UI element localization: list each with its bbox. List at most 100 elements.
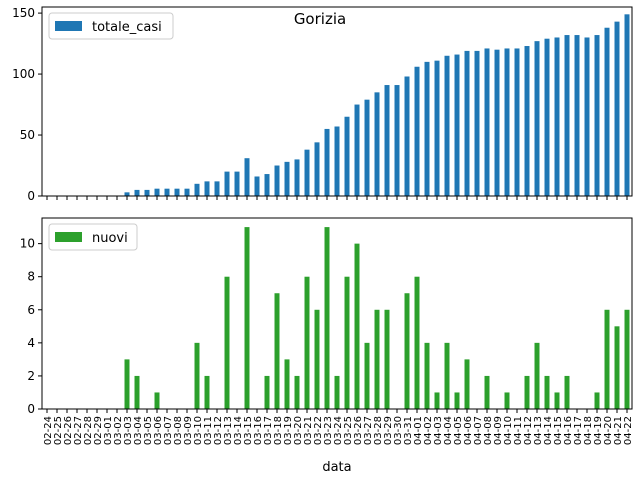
x-tick-label-03-02: 03-02 xyxy=(113,416,124,445)
bar-nuovi-03-18 xyxy=(274,293,280,409)
bar-totale_casi-04-11 xyxy=(514,48,520,197)
x-tick-label-02-29: 02-29 xyxy=(93,416,104,445)
bar-nuovi-03-10 xyxy=(194,342,200,409)
bar-totale_casi-03-16 xyxy=(254,176,260,196)
y-tick-label-8: 8 xyxy=(27,270,35,284)
bar-totale_casi-03-24 xyxy=(334,126,340,196)
bar-totale_casi-04-16 xyxy=(564,35,570,196)
bar-nuovi-03-21 xyxy=(304,276,310,409)
bar-totale_casi-03-29 xyxy=(384,85,390,196)
legend-label-nuovi: nuovi xyxy=(92,231,128,246)
x-tick-label-03-30: 03-30 xyxy=(393,416,404,445)
legend-box-1 xyxy=(48,223,138,251)
bar-totale_casi-03-19 xyxy=(284,161,290,196)
bar-nuovi-03-28 xyxy=(374,309,380,409)
bar-nuovi-03-03 xyxy=(124,359,130,409)
bar-totale_casi-03-26 xyxy=(354,104,360,196)
bar-nuovi-03-29 xyxy=(384,309,390,409)
bar-totale_casi-04-05 xyxy=(454,54,460,196)
x-tick-label-03-05: 03-05 xyxy=(143,416,154,445)
bar-totale_casi-03-31 xyxy=(404,76,410,196)
y-tick-label-6: 6 xyxy=(27,303,35,317)
x-tick-label-03-17: 03-17 xyxy=(263,416,274,445)
bar-nuovi-03-23 xyxy=(324,227,330,409)
bar-totale_casi-04-18 xyxy=(584,37,590,197)
bar-nuovi-04-05 xyxy=(454,392,460,409)
x-tick-label-04-02: 04-02 xyxy=(423,416,434,445)
bar-totale_casi-03-22 xyxy=(314,142,320,196)
y-tick-label-50: 50 xyxy=(20,128,35,142)
bar-nuovi-04-02 xyxy=(424,342,430,409)
bar-totale_casi-04-03 xyxy=(434,60,440,197)
bar-totale_casi-04-01 xyxy=(414,66,420,196)
x-tick-label-04-06: 04-06 xyxy=(463,416,474,445)
bar-totale_casi-03-03 xyxy=(124,192,130,196)
bar-nuovi-04-21 xyxy=(614,326,620,409)
bar-totale_casi-03-15 xyxy=(244,158,250,196)
bar-totale_casi-04-13 xyxy=(534,41,540,196)
chart-title: Gorizia xyxy=(294,10,346,28)
x-tick-label-03-20: 03-20 xyxy=(293,416,304,445)
bar-nuovi-04-16 xyxy=(564,375,570,409)
bar-totale_casi-04-22 xyxy=(624,14,630,196)
x-tick-label-02-24: 02-24 xyxy=(43,416,54,445)
x-tick-label-03-24: 03-24 xyxy=(333,416,344,445)
x-tick-label-03-09: 03-09 xyxy=(183,416,194,445)
x-tick-label-04-19: 04-19 xyxy=(593,416,604,445)
bar-totale_casi-03-09 xyxy=(184,188,190,196)
bar-nuovi-03-24 xyxy=(334,375,340,409)
y-tick-label-10: 10 xyxy=(20,237,35,251)
bar-totale_casi-03-12 xyxy=(214,181,220,196)
x-tick-label-04-22: 04-22 xyxy=(623,416,634,445)
bar-nuovi-03-20 xyxy=(294,375,300,409)
x-tick-label-03-06: 03-06 xyxy=(153,416,164,445)
x-tick-label-03-31: 03-31 xyxy=(403,416,414,445)
x-tick-label-04-01: 04-01 xyxy=(413,416,424,445)
x-tick-label-03-10: 03-10 xyxy=(193,416,204,445)
x-tick-label-04-15: 04-15 xyxy=(553,416,564,445)
x-tick-label-03-03: 03-03 xyxy=(123,416,134,445)
x-tick-label-04-12: 04-12 xyxy=(523,416,534,445)
x-tick-label-03-28: 03-28 xyxy=(373,416,384,445)
y-tick-label-150: 150 xyxy=(12,6,35,20)
x-tick-label-04-07: 04-07 xyxy=(473,416,484,445)
bar-nuovi-04-20 xyxy=(604,309,610,409)
bar-nuovi-04-03 xyxy=(434,392,440,409)
bar-nuovi-04-04 xyxy=(444,342,450,409)
x-tick-label-03-21: 03-21 xyxy=(303,416,314,445)
bar-totale_casi-04-09 xyxy=(494,49,500,197)
bar-totale_casi-03-06 xyxy=(154,188,160,196)
bar-nuovi-04-22 xyxy=(624,309,630,409)
x-tick-label-04-11: 04-11 xyxy=(513,416,524,445)
bar-nuovi-04-19 xyxy=(594,392,600,409)
x-tick-label-03-14: 03-14 xyxy=(233,416,244,445)
x-tick-label-03-08: 03-08 xyxy=(173,416,184,445)
x-tick-label-03-25: 03-25 xyxy=(343,416,354,445)
x-tick-label-03-22: 03-22 xyxy=(313,416,324,445)
x-tick-label-04-04: 04-04 xyxy=(443,416,454,445)
bar-totale_casi-04-04 xyxy=(444,55,450,196)
x-tick-label-03-27: 03-27 xyxy=(363,416,374,445)
bar-totale_casi-03-17 xyxy=(264,174,270,196)
x-tick-label-03-04: 03-04 xyxy=(133,416,144,445)
bar-totale_casi-03-04 xyxy=(134,189,140,196)
x-tick-label-03-29: 03-29 xyxy=(383,416,394,445)
legend-label-totale_casi: totale_casi xyxy=(92,20,162,35)
x-tick-label-03-23: 03-23 xyxy=(323,416,334,445)
bar-totale_casi-03-10 xyxy=(194,183,200,196)
x-tick-label-03-07: 03-07 xyxy=(163,416,174,445)
bar-nuovi-03-13 xyxy=(224,276,230,409)
bar-nuovi-03-15 xyxy=(244,227,250,409)
bar-totale_casi-03-20 xyxy=(294,159,300,196)
y-tick-label-2: 2 xyxy=(27,369,35,383)
bar-totale_casi-04-12 xyxy=(524,46,530,196)
x-tick-label-03-13: 03-13 xyxy=(223,416,234,445)
bar-totale_casi-03-23 xyxy=(324,128,330,196)
bar-totale_casi-04-08 xyxy=(484,48,490,197)
bar-totale_casi-03-27 xyxy=(364,99,370,196)
bar-totale_casi-03-30 xyxy=(394,85,400,196)
bar-nuovi-03-22 xyxy=(314,309,320,409)
x-tick-label-04-18: 04-18 xyxy=(583,416,594,445)
